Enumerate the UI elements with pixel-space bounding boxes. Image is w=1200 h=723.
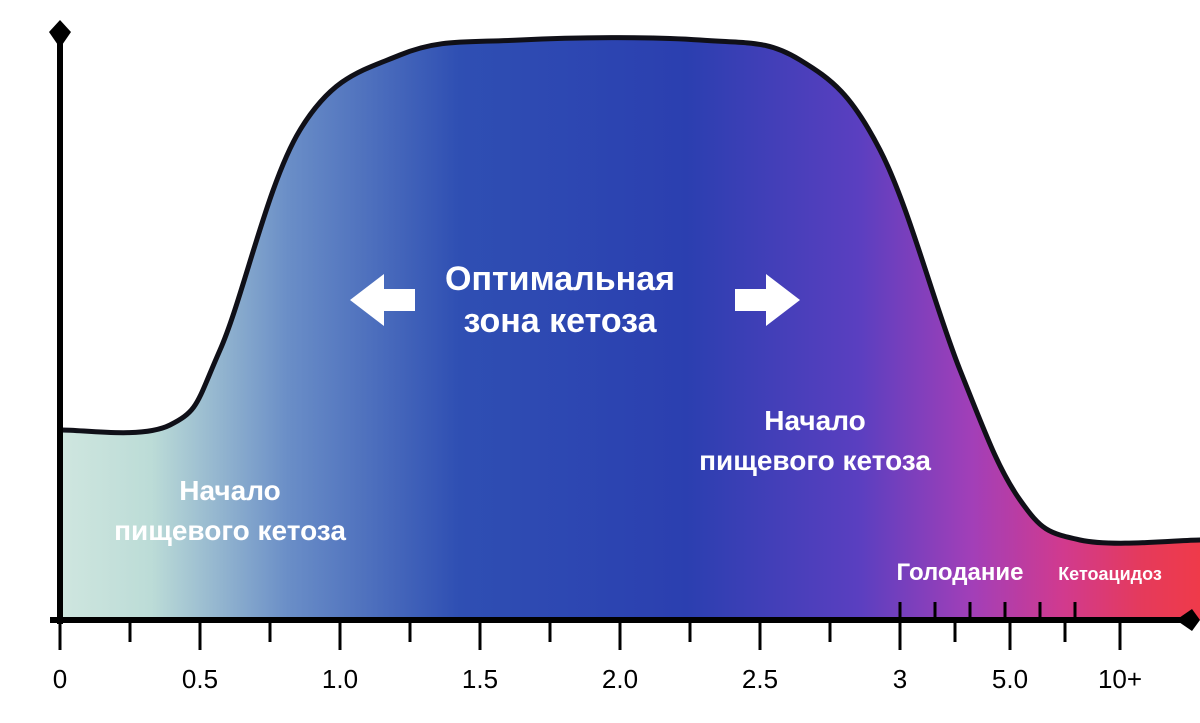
x-tick-label: 1.5: [462, 664, 498, 694]
label-ketoacidosis: Кетоацидоз: [1058, 564, 1162, 584]
x-tick-label: 10+: [1098, 664, 1142, 694]
label-starvation: Голодание: [897, 559, 1024, 586]
x-tick-label: 5.0: [992, 664, 1028, 694]
chart-svg: 0 0.5 1.0 1.5 2.0 2.5 3 5.0 10+ Оптимальная зона к…: [0, 0, 1200, 723]
x-tick-label: 0: [53, 664, 67, 694]
label-left-l2: пищевого кетоза: [114, 515, 346, 546]
label-optimal-l2: зона кетоза: [463, 302, 657, 340]
label-right-l1: Начало: [764, 405, 865, 436]
label-left-l1: Начало: [179, 475, 280, 506]
x-tick-label: 1.0: [322, 664, 358, 694]
x-tick-label: 0.5: [182, 664, 218, 694]
x-tick-label: 2.0: [602, 664, 638, 694]
x-tick-label: 3: [893, 664, 907, 694]
x-tick-label: 2.5: [742, 664, 778, 694]
y-axis-arrowhead: [49, 20, 71, 48]
ketosis-chart: 0 0.5 1.0 1.5 2.0 2.5 3 5.0 10+ Оптимальная зона к…: [0, 0, 1200, 723]
label-right-l2: пищевого кетоза: [699, 445, 931, 476]
label-optimal-l1: Оптимальная: [445, 260, 675, 298]
